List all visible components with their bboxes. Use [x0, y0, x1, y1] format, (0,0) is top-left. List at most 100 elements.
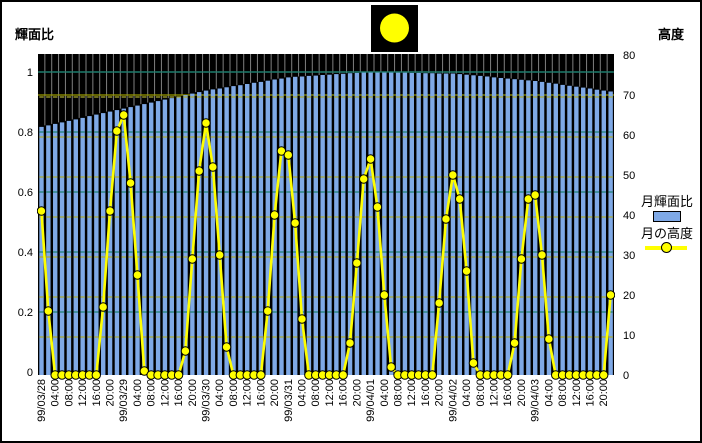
illumination-bar	[224, 87, 229, 376]
illumination-bar	[313, 75, 318, 375]
x-axis-tick-label: 20:00	[598, 379, 610, 407]
illumination-bar	[553, 83, 558, 375]
illumination-bar	[567, 85, 572, 376]
x-axis-tick-label: 08:00	[475, 379, 487, 407]
altitude-marker	[43, 306, 53, 316]
right-axis-tick-label: 60	[623, 130, 635, 142]
altitude-marker	[365, 154, 376, 164]
right-axis-tick-label: 80	[623, 50, 635, 62]
altitude-marker	[91, 370, 101, 380]
x-axis-tick-label: 99/03/28	[36, 379, 48, 422]
legend-circle-marker	[661, 242, 672, 253]
illumination-bar	[341, 73, 346, 376]
illumination-bar	[464, 74, 469, 375]
illumination-bar	[347, 73, 353, 375]
altitude-marker	[455, 194, 465, 204]
right-axis-tick-label: 30	[623, 250, 635, 262]
x-axis-tick-label: 20:00	[187, 379, 199, 407]
illumination-bar	[101, 113, 106, 375]
illumination-bar	[114, 110, 120, 375]
illumination-bar	[80, 117, 85, 376]
altitude-marker	[468, 358, 479, 368]
x-axis-tick-label: 99/03/31	[283, 379, 295, 422]
illumination-bar	[560, 84, 565, 376]
illumination-bar	[608, 91, 613, 375]
altitude-marker	[372, 202, 383, 212]
right-axis-tick-label: 0	[623, 370, 629, 382]
altitude-marker	[173, 370, 184, 380]
legend-entry-illumination[interactable]: 月輝面比	[629, 194, 700, 222]
illumination-bar	[176, 96, 181, 375]
illumination-bar	[601, 90, 606, 375]
illumination-bar	[478, 75, 483, 376]
illumination-bar	[450, 73, 456, 375]
illumination-bar	[155, 101, 161, 375]
x-axis-tick-label: 16:00	[585, 379, 597, 407]
illumination-bar	[416, 72, 421, 376]
altitude-marker	[352, 258, 362, 268]
altitude-marker	[338, 370, 348, 380]
left-axis-tick-label: 1	[27, 67, 33, 79]
altitude-marker	[276, 146, 287, 156]
x-axis-tick-label: 08:00	[146, 379, 158, 407]
x-axis-tick-label: 20:00	[516, 379, 528, 407]
altitude-marker	[105, 206, 115, 216]
illumination-bar	[539, 81, 545, 376]
legend-label-altitude: 月の高度	[640, 226, 693, 241]
illumination-bar	[53, 123, 58, 376]
legend-label-illumination: 月輝面比	[640, 194, 693, 209]
illumination-bar	[382, 72, 387, 376]
illumination-bar	[402, 72, 408, 375]
illumination-bar	[190, 93, 195, 375]
left-axis-tick-label: 0.6	[18, 187, 33, 199]
illumination-bar	[389, 72, 394, 376]
altitude-marker	[119, 110, 129, 120]
right-axis-title: 高度	[658, 27, 685, 42]
illumination-bar	[265, 80, 270, 375]
altitude-marker	[269, 210, 280, 220]
altitude-marker	[112, 126, 122, 136]
illumination-bar	[258, 81, 264, 376]
illumination-bar	[581, 87, 586, 375]
illumination-bar	[128, 107, 133, 375]
altitude-marker	[283, 150, 293, 160]
illumination-bar	[197, 92, 202, 375]
x-axis-tick-label: 08:00	[63, 379, 75, 407]
plot-layers	[37, 54, 615, 380]
altitude-marker	[208, 162, 218, 172]
illumination-bar	[183, 95, 188, 375]
x-axis-tick-label: 12:00	[242, 379, 254, 407]
x-axis-tick-label: 04:00	[50, 379, 62, 407]
x-axis-tick-label: 12:00	[489, 379, 501, 407]
illumination-bar	[437, 73, 442, 375]
x-axis-tick-label: 16:00	[420, 379, 432, 407]
legend-entry-altitude[interactable]: 月の高度	[629, 226, 700, 254]
x-axis-tick-label: 16:00	[255, 379, 267, 407]
x-axis-tick-label: 04:00	[214, 379, 226, 407]
x-axis-tick-label: 12:00	[571, 379, 583, 407]
altitude-marker	[201, 118, 211, 128]
illumination-bar	[505, 78, 510, 375]
right-axis-tick-label: 50	[623, 170, 635, 182]
altitude-marker	[256, 370, 266, 380]
illumination-bar	[574, 86, 579, 375]
altitude-marker	[530, 190, 540, 200]
line-series-marker	[629, 242, 700, 254]
illumination-bar	[169, 98, 174, 375]
illumination-bar	[526, 80, 531, 376]
altitude-marker	[37, 206, 47, 216]
illumination-bar	[485, 76, 490, 375]
altitude-marker	[132, 270, 143, 280]
illumination-bar	[59, 122, 65, 376]
right-axis-tick-label: 10	[623, 330, 635, 342]
illumination-bar	[87, 116, 92, 375]
x-axis-tick-label: 16:00	[91, 379, 103, 407]
left-axis-tick-label: 0.8	[18, 127, 33, 139]
illumination-bar	[361, 72, 366, 376]
illumination-bar	[299, 76, 305, 375]
x-axis-tick-label: 99/04/02	[447, 379, 459, 422]
x-axis-tick-label: 04:00	[379, 379, 391, 407]
bar-series-swatch	[653, 211, 681, 222]
